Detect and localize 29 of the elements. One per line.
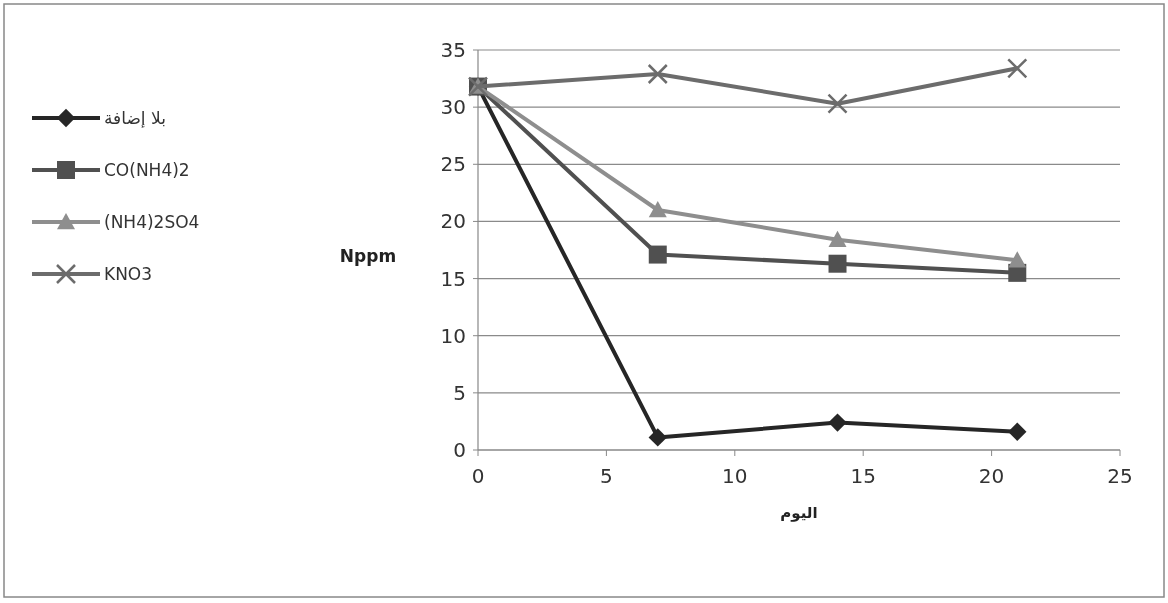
x-tick-label: 0: [471, 464, 485, 488]
legend-label: (NH4)2SO4: [104, 212, 200, 232]
legend-label: CO(NH4)2: [104, 160, 190, 180]
point: [648, 245, 667, 264]
x-tick-label: 15: [850, 464, 876, 488]
y-tick-label: 15: [440, 266, 466, 291]
y-tick-label: 10: [440, 323, 466, 348]
legend-label: بلا إضافة: [104, 108, 166, 128]
x-axis-title: اليوم: [780, 504, 818, 522]
x-tick-label: 20: [978, 464, 1005, 488]
y-tick-label: 30: [440, 95, 466, 120]
x-tick-label: 10: [722, 464, 748, 488]
point: [647, 63, 669, 85]
point: [648, 201, 667, 218]
y-tick-label: 0: [453, 438, 466, 462]
point: [828, 230, 847, 247]
point: [828, 254, 847, 273]
point: [1008, 251, 1027, 268]
point: [648, 428, 667, 447]
y-tick-label: 20: [440, 209, 466, 234]
y-axis-title: Nppm: [339, 246, 397, 266]
point: [827, 93, 848, 114]
y-tick-label: 35: [440, 38, 466, 62]
legend-label: KNO3: [104, 264, 153, 284]
y-tick-label: 5: [453, 380, 466, 405]
y-tick-label: 25: [440, 152, 466, 177]
x-tick-label: 5: [600, 464, 613, 488]
point: [1007, 58, 1028, 79]
x-tick-label: 25: [1107, 464, 1133, 488]
